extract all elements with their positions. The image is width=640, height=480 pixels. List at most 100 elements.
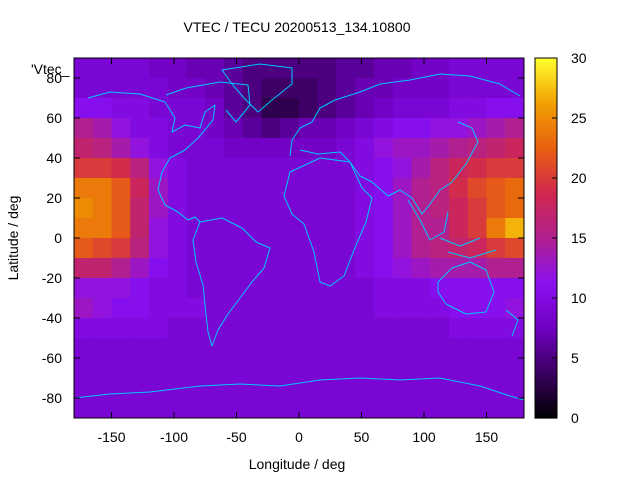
heatmap-cell xyxy=(317,298,338,319)
heatmap-cell xyxy=(486,398,506,418)
heatmap-cell xyxy=(411,318,431,339)
x-tick-label: -100 xyxy=(160,429,188,445)
heatmap-cell xyxy=(280,98,300,119)
heatmap-cell xyxy=(299,98,319,119)
chart-title: VTEC / TECU 20200513_134.10800 xyxy=(183,19,410,35)
heatmap-cell xyxy=(336,138,356,159)
heatmap-cell xyxy=(130,298,150,319)
heatmap-cell xyxy=(299,158,319,179)
heatmap-cell xyxy=(355,378,375,399)
heatmap-cell xyxy=(411,398,431,418)
colorbar-segment xyxy=(535,184,557,188)
colorbar-segment xyxy=(535,202,557,206)
colorbar-segment xyxy=(535,142,557,146)
heatmap-cell xyxy=(505,198,524,219)
colorbar-segment xyxy=(535,328,557,332)
heatmap-cell xyxy=(486,258,506,279)
heatmap-cell xyxy=(467,238,488,259)
heatmap-cell xyxy=(467,178,488,199)
colorbar-segment xyxy=(535,295,557,299)
heatmap-cell xyxy=(74,58,94,79)
heatmap-cell xyxy=(374,378,394,399)
heatmap-cell xyxy=(392,178,413,199)
colorbar-segment xyxy=(535,265,557,269)
heatmap-cell xyxy=(74,218,94,239)
y-tick-label: -80 xyxy=(42,390,62,406)
colorbar-segment xyxy=(535,88,557,92)
heatmap-cell xyxy=(449,198,469,219)
colorbar-segment xyxy=(535,337,557,341)
heatmap-cell xyxy=(74,78,94,99)
colorbar-segment xyxy=(535,250,557,254)
colorbar-tick-label: 0 xyxy=(571,410,579,426)
heatmap-cell xyxy=(486,158,506,179)
y-tick-label: 20 xyxy=(46,190,62,206)
heatmap-cell xyxy=(130,258,150,279)
heatmap-cell xyxy=(317,378,338,399)
colorbar-segment xyxy=(535,61,557,65)
coastline-south-america xyxy=(192,217,271,347)
colorbar-segment xyxy=(535,79,557,83)
heatmap-cell xyxy=(130,198,150,219)
heatmap-cell xyxy=(167,238,188,259)
heatmap-cell xyxy=(505,218,524,239)
heatmap-cell xyxy=(449,358,469,379)
heatmap-cell xyxy=(242,178,263,199)
heatmap-cell xyxy=(130,238,150,259)
colorbar-segment xyxy=(535,307,557,311)
heatmap-cell xyxy=(224,318,244,339)
heatmap-cell xyxy=(505,398,524,418)
heatmap-cell xyxy=(467,338,488,359)
heatmap-cell xyxy=(242,298,263,319)
colorbar-tick-label: 10 xyxy=(571,290,587,306)
x-axis-label: Longitude / deg xyxy=(249,456,346,472)
heatmap-cell xyxy=(92,198,113,219)
colorbar-segment xyxy=(535,292,557,296)
heatmap-cell xyxy=(317,338,338,359)
heatmap-cell xyxy=(167,198,188,219)
heatmap-cell xyxy=(336,298,356,319)
heatmap-cell xyxy=(186,318,206,339)
heatmap-cell xyxy=(299,398,319,418)
heatmap-cell xyxy=(374,58,394,79)
colorbar-segment xyxy=(535,394,557,398)
colorbar-segment xyxy=(535,322,557,326)
y-axis-label: Latitude / deg xyxy=(5,196,21,281)
heatmap-cell xyxy=(205,218,225,239)
heatmap-cell xyxy=(261,198,281,219)
heatmap-cell xyxy=(111,398,131,418)
heatmap-cell xyxy=(242,198,263,219)
colorbar-segment xyxy=(535,58,557,62)
heatmap-cell xyxy=(449,278,469,299)
colorbar-segment xyxy=(535,262,557,266)
heatmap-cell xyxy=(167,338,188,359)
coastline-north-america xyxy=(87,81,251,223)
colorbar-segment xyxy=(535,172,557,176)
heatmap-cell xyxy=(355,278,375,299)
heatmap-cell xyxy=(317,158,338,179)
colorbar-tick-label: 20 xyxy=(571,170,587,186)
y-tick-label: 60 xyxy=(46,110,62,126)
heatmap-cell xyxy=(299,218,319,239)
heatmap-cell xyxy=(74,258,94,279)
heatmap-cell xyxy=(205,158,225,179)
colorbar-segment xyxy=(535,106,557,110)
heatmap-cell xyxy=(186,278,206,299)
colorbar-segment xyxy=(535,214,557,218)
heatmap-cell xyxy=(149,258,169,279)
heatmap-cell xyxy=(336,338,356,359)
heatmap-cell xyxy=(280,158,300,179)
heatmap-cell xyxy=(74,358,94,379)
colorbar-segment xyxy=(535,376,557,380)
heatmap-cell xyxy=(205,138,225,159)
x-tick-label: 100 xyxy=(412,429,436,445)
heatmap-cell xyxy=(374,158,394,179)
heatmap-cell xyxy=(374,118,394,139)
heatmap-cell xyxy=(149,318,169,339)
heatmap-cell xyxy=(186,358,206,379)
heatmap-cell xyxy=(280,258,300,279)
coastline-southeast-asia xyxy=(407,199,497,259)
colorbar-segment xyxy=(535,199,557,203)
heatmap-cell xyxy=(167,178,188,199)
heatmap-cell xyxy=(261,98,281,119)
